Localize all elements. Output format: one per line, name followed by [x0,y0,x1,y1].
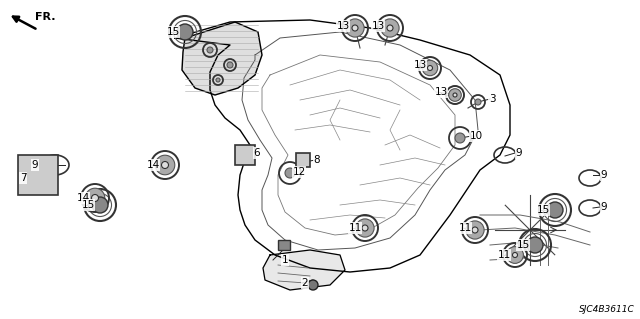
Circle shape [227,62,233,68]
Circle shape [362,225,368,231]
Polygon shape [263,250,345,290]
Text: 2: 2 [301,278,308,288]
Circle shape [356,219,374,237]
Circle shape [285,168,295,178]
Text: 11: 11 [497,250,511,260]
Text: 9: 9 [32,160,38,170]
Text: 13: 13 [371,21,385,31]
Circle shape [527,237,543,253]
Text: 9: 9 [601,202,607,212]
Circle shape [547,202,563,218]
Circle shape [455,133,465,143]
Circle shape [177,24,193,40]
Text: 11: 11 [458,223,472,233]
Text: 13: 13 [435,87,447,97]
Text: 11: 11 [348,223,362,233]
Text: 13: 13 [337,21,349,31]
Circle shape [92,197,108,213]
Circle shape [507,247,524,263]
Circle shape [155,155,175,175]
Text: 9: 9 [601,170,607,180]
Text: 6: 6 [253,148,260,158]
Circle shape [453,93,457,97]
Text: 15: 15 [536,205,550,215]
Circle shape [422,60,438,76]
Text: SJC4B3611C: SJC4B3611C [579,305,635,314]
Text: 15: 15 [166,27,180,37]
FancyBboxPatch shape [278,240,290,250]
Polygon shape [182,22,262,95]
Text: 9: 9 [516,148,522,158]
Circle shape [513,253,518,257]
FancyBboxPatch shape [18,155,58,195]
Text: 12: 12 [292,167,306,177]
Text: 15: 15 [81,200,95,210]
Text: 13: 13 [413,60,427,70]
FancyBboxPatch shape [235,145,255,165]
Circle shape [85,188,105,208]
Circle shape [346,19,364,37]
Circle shape [387,25,393,31]
Circle shape [92,195,99,202]
FancyBboxPatch shape [296,153,310,167]
Text: FR.: FR. [35,12,56,22]
Circle shape [449,89,461,101]
Circle shape [472,227,478,233]
Text: 8: 8 [314,155,320,165]
Text: 7: 7 [20,173,26,183]
Circle shape [428,65,433,70]
Text: 3: 3 [489,94,495,104]
Circle shape [161,161,168,168]
Text: 10: 10 [469,131,483,141]
Text: 14: 14 [76,193,90,203]
Circle shape [308,280,318,290]
Text: 15: 15 [516,240,530,250]
Circle shape [475,99,481,105]
Text: 1: 1 [282,255,288,265]
Circle shape [216,78,220,82]
Circle shape [352,25,358,31]
Text: 14: 14 [147,160,159,170]
Circle shape [381,19,399,37]
Circle shape [466,221,484,239]
Circle shape [207,47,213,53]
